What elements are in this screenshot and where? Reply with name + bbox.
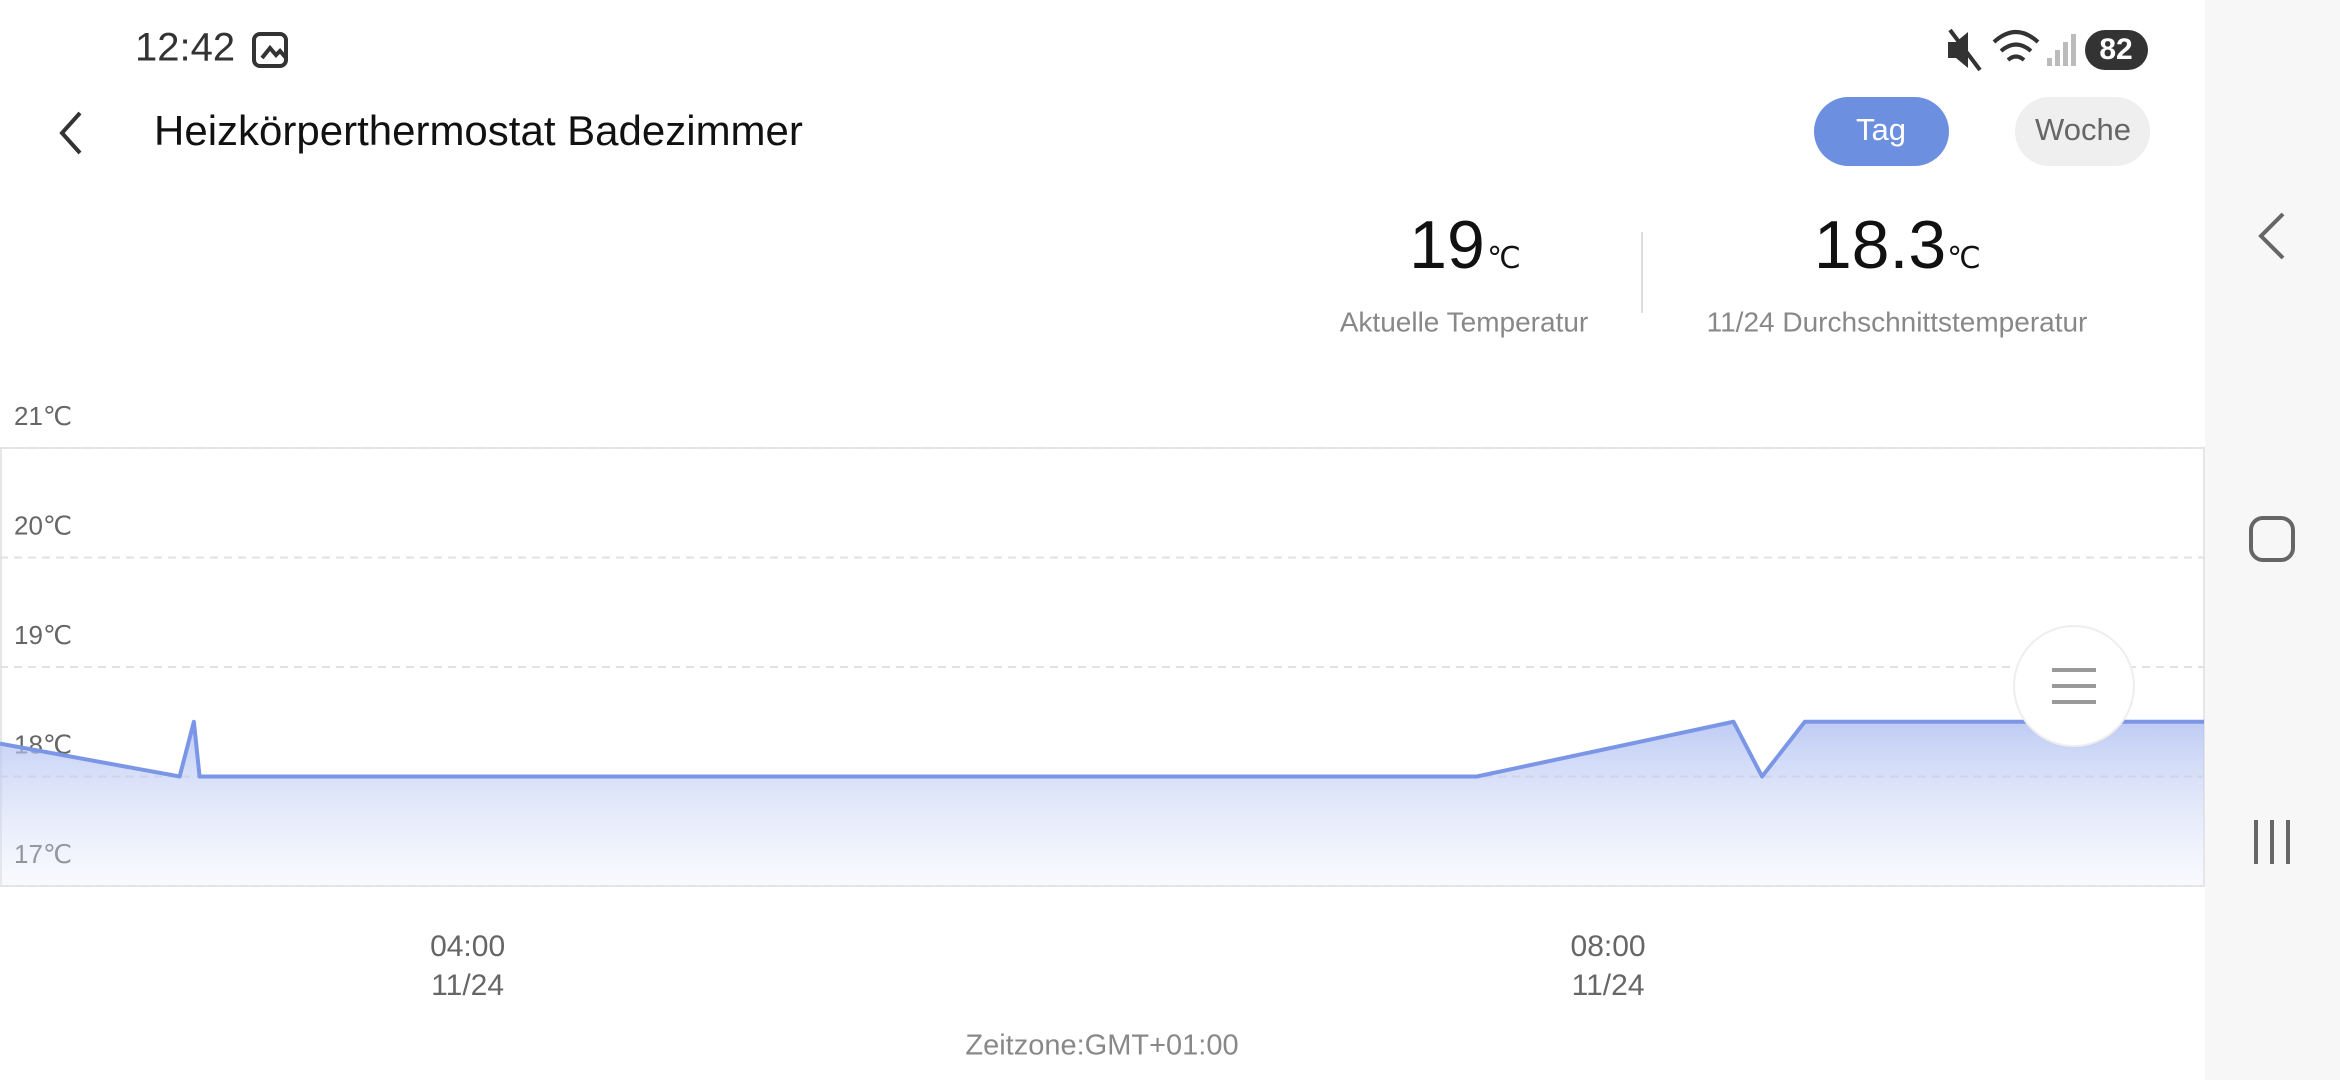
mute-icon: [1948, 28, 1982, 72]
current-temp-label: Aktuelle Temperatur: [1340, 306, 1589, 337]
avg-temp: 18.3: [1814, 207, 1946, 283]
y-tick-label: 19℃: [14, 620, 72, 650]
page-title: Heizkörperthermostat Badezimmer: [154, 107, 803, 154]
y-tick-label: 21℃: [14, 401, 72, 431]
nav-home[interactable]: [2249, 516, 2295, 562]
temperature-line: [0, 719, 2204, 779]
x-tick-date: 11/24: [431, 969, 504, 1002]
wifi-icon: [1992, 30, 2040, 62]
current-temp-unit: ℃: [1487, 242, 1521, 275]
tab-week[interactable]: [2015, 97, 2150, 166]
area-fill: [0, 721, 2204, 886]
battery-level: 82: [2099, 33, 2132, 66]
nav-back[interactable]: [2258, 212, 2285, 260]
x-tick-label: 04:00: [430, 930, 505, 963]
signal-icon: [2047, 34, 2076, 66]
tab-day-label[interactable]: Tag: [1856, 112, 1906, 147]
x-tick-date: 11/24: [1572, 969, 1645, 1002]
back-button[interactable]: [59, 111, 82, 155]
nav-recents[interactable]: [2254, 820, 2290, 864]
tab-week-label[interactable]: Woche: [2035, 112, 2131, 147]
nav-bar: [2205, 0, 2340, 1080]
screenshot-icon: [252, 32, 288, 68]
current-temp: 19: [1409, 207, 1485, 283]
avg-temp-label: 11/24 Durchschnittstemperatur: [1707, 306, 2088, 337]
battery-badge: [2085, 30, 2148, 70]
avg-temp-unit: ℃: [1947, 242, 1981, 275]
x-tick-label: 08:00: [1571, 930, 1646, 963]
y-tick-label: 20℃: [14, 510, 72, 540]
tab-day[interactable]: [1814, 97, 1949, 166]
status-time: 12:42: [135, 26, 235, 70]
menu-icon[interactable]: [2052, 668, 2096, 704]
timezone: Zeitzone:GMT+01:00: [965, 1030, 1238, 1062]
